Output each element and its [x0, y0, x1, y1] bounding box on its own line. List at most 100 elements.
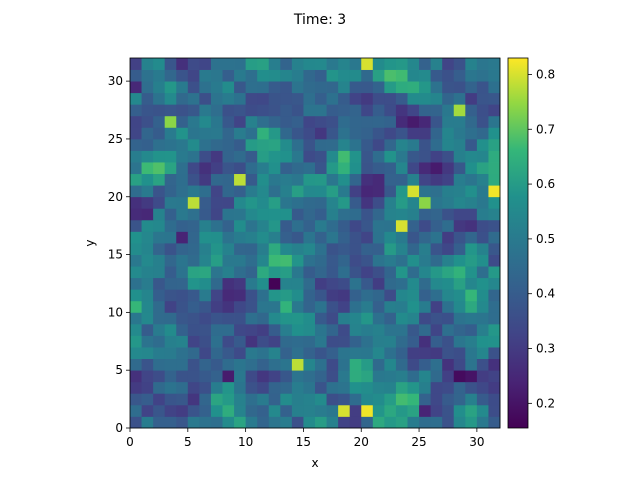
heatmap-cell: [465, 196, 478, 209]
heatmap-cell: [257, 81, 270, 94]
heatmap-cell: [176, 243, 189, 255]
heatmap-cell: [419, 69, 432, 82]
heatmap-cell: [349, 381, 362, 394]
heatmap-cell: [476, 300, 489, 313]
heatmap-cell: [465, 381, 478, 394]
y-tick-label: 15: [108, 248, 123, 262]
heatmap-cell: [130, 312, 142, 325]
heatmap-cell: [291, 150, 304, 163]
heatmap-cell: [465, 289, 478, 302]
heatmap-cell: [430, 243, 443, 255]
heatmap-cell: [465, 323, 478, 336]
heatmap-cell: [210, 381, 223, 394]
heatmap-cell: [488, 243, 501, 255]
heatmap-cell: [222, 69, 235, 82]
heatmap-cell: [141, 208, 154, 221]
heatmap-cell: [141, 173, 154, 186]
heatmap-cell: [164, 300, 177, 313]
heatmap-cell: [361, 219, 374, 232]
heatmap-cell: [234, 312, 247, 325]
heatmap-cell: [326, 185, 339, 198]
heatmap-cell: [465, 277, 478, 290]
heatmap-cell: [164, 404, 177, 417]
colorbar: [507, 57, 529, 429]
heatmap-cell: [488, 185, 501, 198]
heatmap-cell: [476, 115, 489, 128]
heatmap-cell: [407, 323, 420, 336]
heatmap-cell: [326, 219, 339, 232]
heatmap-cell: [199, 115, 212, 128]
heatmap-cell: [303, 381, 316, 394]
heatmap-cell: [488, 393, 501, 406]
heatmap-cell: [315, 381, 327, 394]
heatmap-cell: [453, 404, 466, 417]
heatmap-cell: [407, 196, 420, 209]
heatmap-cell: [419, 127, 432, 140]
heatmap-cell: [280, 416, 293, 429]
heatmap-cell: [326, 138, 339, 151]
heatmap-cell: [453, 243, 466, 255]
heatmap-cell: [395, 196, 408, 209]
heatmap-cell: [291, 138, 304, 151]
heatmap-cell: [407, 393, 420, 406]
heatmap-cell: [257, 347, 270, 360]
heatmap-cell: [384, 404, 397, 417]
heatmap-cell: [488, 162, 501, 175]
heatmap-cell: [153, 243, 166, 255]
heatmap-cell: [476, 381, 489, 394]
heatmap-cell: [326, 92, 339, 105]
heatmap-cell: [268, 104, 281, 117]
heatmap-cell: [384, 138, 397, 151]
heatmap-cell: [465, 404, 478, 417]
heatmap-cell: [430, 347, 443, 360]
heatmap-cell: [372, 404, 385, 417]
heatmap-cell: [465, 231, 478, 244]
heatmap-cell: [407, 208, 420, 221]
heatmap-cell: [349, 115, 362, 128]
heatmap-cell: [326, 162, 339, 175]
heatmap-cell: [176, 358, 189, 371]
heatmap-cell: [349, 243, 362, 255]
heatmap-cell: [199, 358, 212, 371]
heatmap-cell: [245, 115, 258, 128]
heatmap-cell: [488, 69, 501, 82]
heatmap-cell: [372, 69, 385, 82]
heatmap-cell: [430, 381, 443, 394]
heatmap-cell: [257, 69, 270, 82]
heatmap-cell: [349, 266, 362, 279]
heatmap-cell: [465, 69, 478, 82]
heatmap-cell: [187, 115, 200, 128]
heatmap-cell: [291, 243, 304, 255]
y-axis-label: y: [83, 239, 97, 246]
heatmap-cell: [338, 92, 351, 105]
heatmap-cell: [384, 370, 397, 383]
heatmap-cell: [222, 277, 235, 290]
heatmap-cell: [245, 370, 258, 383]
heatmap-cell: [430, 208, 443, 221]
heatmap-cell: [210, 92, 223, 105]
heatmap-cell: [141, 312, 154, 325]
heatmap-cell: [234, 104, 247, 117]
heatmap-cell: [442, 370, 455, 383]
heatmap-cell: [176, 104, 189, 117]
heatmap-cell: [176, 81, 189, 94]
heatmap-cell: [338, 358, 351, 371]
heatmap-cell: [338, 416, 351, 429]
heatmap-cell: [234, 208, 247, 221]
heatmap-cell: [395, 104, 408, 117]
heatmap-cell: [315, 289, 327, 302]
heatmap-cell: [164, 81, 177, 94]
heatmap-cell: [222, 312, 235, 325]
heatmap-cell: [338, 196, 351, 209]
heatmap-cell: [245, 300, 258, 313]
heatmap-cell: [372, 58, 385, 70]
heatmap-cell: [257, 115, 270, 128]
heatmap-cell: [384, 323, 397, 336]
heatmap-cell: [384, 81, 397, 94]
heatmap-cell: [372, 358, 385, 371]
heatmap-cell: [187, 381, 200, 394]
heatmap-cell: [130, 393, 142, 406]
heatmap-cell: [430, 162, 443, 175]
heatmap-cell: [407, 312, 420, 325]
heatmap-cell: [407, 58, 420, 70]
